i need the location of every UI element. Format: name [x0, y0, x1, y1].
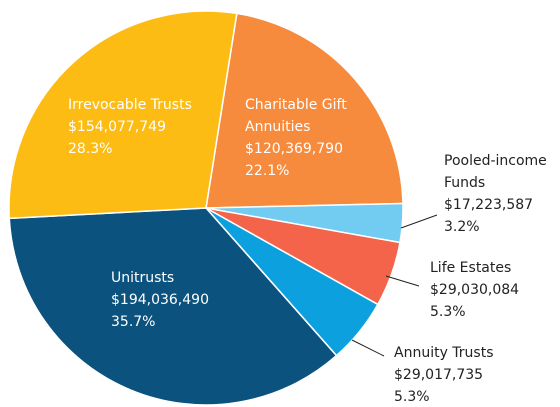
percent-label: 22.1% — [245, 163, 290, 179]
slice — [8, 10, 238, 220]
percent-label: 5.3% — [430, 304, 466, 320]
slice-label: Charitable Gift Annuities $120,369,790 22.… — [245, 94, 370, 182]
category-label: Irrevocable Trusts — [68, 97, 192, 113]
slice-label: Annuity Trusts $29,017,735 5.3% — [394, 342, 524, 407]
slice-label: Life Estates $29,030,084 5.3% — [430, 257, 550, 323]
value-label: $29,030,084 — [430, 282, 520, 298]
value-label: $194,036,490 — [111, 292, 209, 308]
leader-line — [400, 214, 438, 229]
leader-line — [351, 339, 385, 357]
value-label: $17,223,587 — [444, 197, 534, 213]
category-label: Unitrusts — [111, 270, 175, 286]
value-label: $120,369,790 — [245, 141, 343, 157]
slice — [8, 207, 338, 406]
value-label: $154,077,749 — [68, 119, 166, 135]
slice — [205, 12, 404, 209]
category-label: Life Estates — [430, 260, 512, 276]
percent-label: 5.3% — [394, 389, 430, 405]
percent-label: 3.2% — [444, 219, 480, 235]
category-label: Pooled-income Funds — [444, 153, 547, 191]
slice-label: Pooled-income Funds $17,223,587 3.2% — [444, 150, 554, 238]
slice-label: Unitrusts $194,036,490 35.7% — [111, 267, 251, 333]
value-label: $29,017,735 — [394, 367, 484, 383]
slices — [8, 10, 404, 406]
slice-label: Irrevocable Trusts $154,077,749 28.3% — [68, 94, 218, 160]
category-label: Charitable Gift Annuities — [245, 97, 347, 135]
category-label: Annuity Trusts — [394, 345, 494, 361]
percent-label: 28.3% — [68, 141, 113, 157]
percent-label: 35.7% — [111, 314, 156, 330]
leader-line — [385, 275, 420, 287]
